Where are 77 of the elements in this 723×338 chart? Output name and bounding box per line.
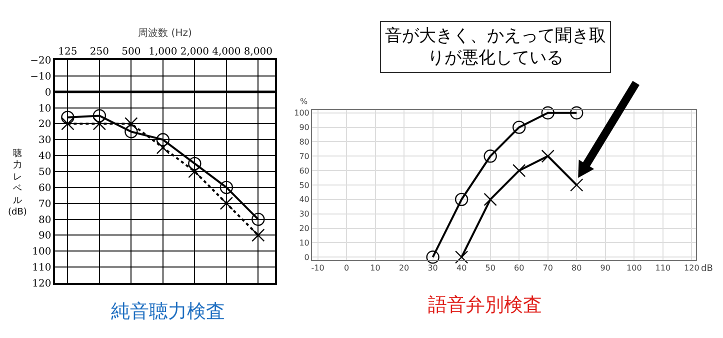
point [124,117,138,130]
x-tick-label: 110 [655,264,671,273]
y-tick-label: 90 [299,123,310,132]
point [570,106,584,120]
point [61,117,74,130]
point [541,106,554,120]
y-tick-label: 70 [38,198,52,210]
point [92,117,106,130]
y-tick-label: 120 [32,278,52,290]
text: 純音聴力検査 [111,300,226,323]
point [512,164,526,178]
y-tick-label: 100 [32,246,52,258]
point [570,178,584,192]
x-tick-label: 70 [542,264,553,273]
x-tick-label: 2,000 [180,46,209,58]
x-tick-label: 120 [684,264,700,273]
y-tick-label: 50 [38,167,52,178]
point [454,250,468,264]
point [252,212,265,226]
y-tick-label: 40 [299,195,310,204]
x-tick-label: 60 [514,264,524,273]
x-axis-title: 周波数 (Hz) [138,26,192,39]
x-tick-label: 90 [600,264,610,273]
x-tick-label: 80 [572,264,582,273]
point [92,109,106,122]
point [541,150,554,163]
x-tick-label: 40 [456,264,467,273]
x-tick-label: -10 [311,264,324,273]
point [484,192,497,206]
y-tick-label: 90 [38,230,52,242]
y-tick-label: 20 [299,224,310,234]
point [484,150,497,163]
y-tick-label: 10 [38,103,52,114]
x-tick-label: 20 [398,264,410,273]
point [252,228,265,242]
text: 語音弁別検査 [428,294,542,316]
y-tick-label: 70 [299,152,310,161]
point [220,196,234,210]
y-tick-label: 80 [38,214,52,226]
x-tick-label: 30 [428,264,438,273]
x-tick-label: 50 [485,264,496,273]
x-axis-title: dB [701,264,713,274]
x-tick-label: 0 [344,264,350,273]
point [454,192,468,206]
y-tick-label: 20 [38,119,52,130]
y-tick-label: 40 [38,151,52,162]
x-tick-label: 8,000 [244,46,272,58]
x-tick-label: 4,000 [212,46,241,58]
y-tick-label: 60 [299,166,310,176]
point [61,110,74,124]
point [426,250,440,264]
point [512,120,526,134]
y-tick-label: 10 [299,238,310,248]
x-tick-label: 500 [122,46,141,58]
x-tick-label: 10 [370,264,380,273]
y-tick-label: 0 [304,252,310,262]
y-tick-label: 100 [294,108,310,118]
y-tick-label: 30 [38,135,52,146]
y-tick-label: 60 [38,182,52,194]
y-axis-title: 聴力レベル (dB) [8,148,27,218]
y-axis-title: % [300,97,308,106]
y-tick-label: 80 [299,138,310,147]
point [220,180,234,194]
y-tick-label: 30 [299,210,310,219]
point [188,156,202,170]
point [156,133,170,146]
y-tick-label: 0 [44,87,52,98]
point [124,125,138,138]
y-tick-label: −10 [30,71,52,82]
x-tick-label: 100 [626,264,642,273]
text: 音が大きく、かえって聞き取りが悪化している [385,26,606,68]
y-tick-label: 50 [299,180,310,190]
x-tick-label: 250 [90,46,109,58]
x-tick-label: 1,000 [148,46,178,58]
y-tick-label: −20 [30,56,52,66]
x-tick-label: 125 [58,46,78,58]
point [156,141,170,154]
